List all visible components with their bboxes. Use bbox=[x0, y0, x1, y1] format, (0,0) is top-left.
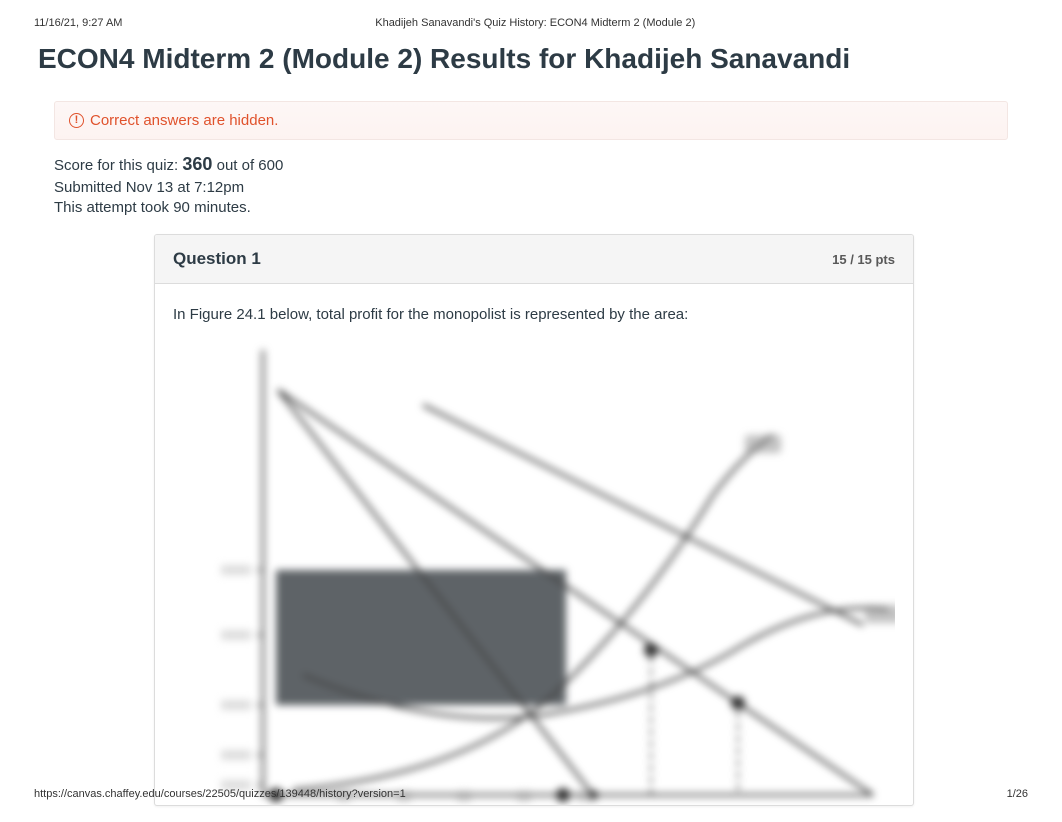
print-doc-title: Khadijeh Sanavandi's Quiz History: ECON4… bbox=[122, 17, 948, 29]
question-number: Question 1 bbox=[173, 249, 261, 269]
alert-text: Correct answers are hidden. bbox=[90, 112, 278, 129]
score-line: Score for this quiz: 360 out of 600 bbox=[54, 154, 1008, 175]
question-body: In Figure 24.1 below, total profit for t… bbox=[155, 284, 913, 805]
print-timestamp: 11/16/21, 9:27 AM bbox=[34, 17, 122, 29]
question-prompt: In Figure 24.1 below, total profit for t… bbox=[173, 306, 895, 323]
alert-icon: ! bbox=[69, 113, 84, 128]
question-card: Question 1 15 / 15 pts In Figure 24.1 be… bbox=[154, 234, 914, 806]
question-figure bbox=[173, 335, 895, 805]
question-header: Question 1 15 / 15 pts bbox=[155, 235, 913, 284]
score-suffix: out of 600 bbox=[212, 157, 283, 174]
hidden-answers-alert: ! Correct answers are hidden. bbox=[54, 101, 1008, 140]
submitted-line: Submitted Nov 13 at 7:12pm bbox=[54, 179, 1008, 196]
score-value: 360 bbox=[182, 154, 212, 174]
duration-line: This attempt took 90 minutes. bbox=[54, 199, 1008, 216]
print-header: 11/16/21, 9:27 AM Khadijeh Sanavandi's Q… bbox=[0, 0, 1062, 29]
footer-page: 1/26 bbox=[1007, 788, 1028, 800]
page-title: ECON4 Midterm 2 (Module 2) Results for K… bbox=[0, 29, 1062, 83]
print-footer: https://canvas.chaffey.edu/courses/22505… bbox=[34, 788, 1028, 800]
footer-url: https://canvas.chaffey.edu/courses/22505… bbox=[34, 788, 406, 800]
score-prefix: Score for this quiz: bbox=[54, 157, 182, 174]
question-points: 15 / 15 pts bbox=[832, 252, 895, 267]
content-wrap: ! Correct answers are hidden. Score for … bbox=[0, 83, 1062, 806]
